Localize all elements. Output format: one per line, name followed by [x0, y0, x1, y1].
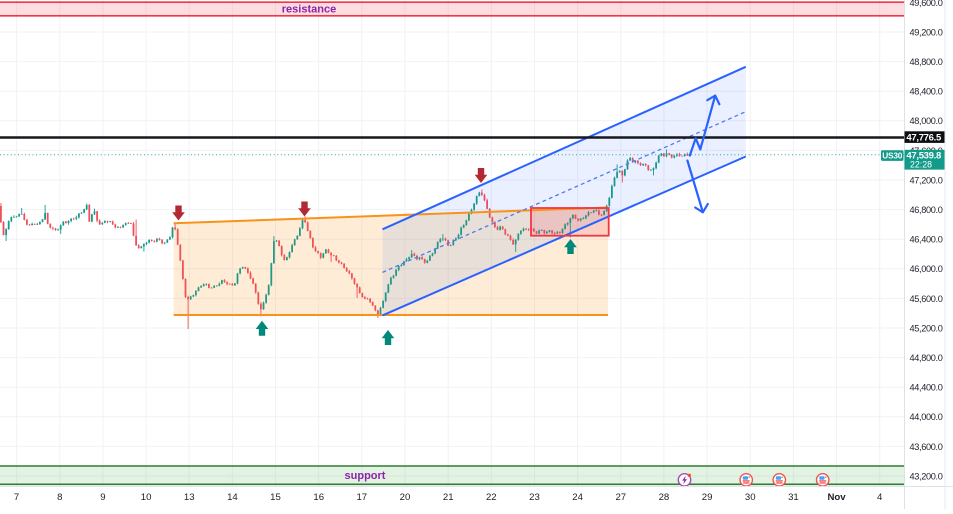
svg-text:Nov: Nov: [827, 492, 846, 503]
svg-text:43,200.0: 43,200.0: [910, 471, 943, 481]
svg-text:27: 27: [615, 492, 626, 503]
svg-text:45,200.0: 45,200.0: [910, 323, 943, 333]
svg-text:31: 31: [788, 492, 799, 503]
svg-text:44,000.0: 44,000.0: [910, 412, 943, 422]
svg-text:29: 29: [702, 492, 713, 503]
svg-text:14: 14: [227, 492, 238, 503]
svg-text:28: 28: [659, 492, 670, 503]
svg-text:48,400.0: 48,400.0: [910, 87, 943, 97]
svg-text:US30: US30: [882, 150, 903, 160]
svg-text:44,400.0: 44,400.0: [910, 383, 943, 393]
svg-text:9: 9: [100, 492, 105, 503]
svg-text:4: 4: [877, 492, 883, 503]
svg-text:30: 30: [745, 492, 756, 503]
svg-text:22: 22: [486, 492, 497, 503]
svg-text:15: 15: [270, 492, 281, 503]
svg-text:21: 21: [443, 492, 454, 503]
svg-text:45,600.0: 45,600.0: [910, 294, 943, 304]
svg-text:48,800.0: 48,800.0: [910, 57, 943, 67]
svg-text:47,200.0: 47,200.0: [910, 175, 943, 185]
svg-text:47,539.8: 47,539.8: [906, 151, 941, 162]
svg-text:49,200.0: 49,200.0: [910, 27, 943, 37]
svg-text:47,776.5: 47,776.5: [906, 132, 942, 143]
svg-text:24: 24: [572, 492, 583, 503]
svg-text:46,400.0: 46,400.0: [910, 235, 943, 245]
svg-text:23: 23: [529, 492, 540, 503]
svg-text:22:28: 22:28: [910, 160, 932, 170]
svg-text:support: support: [345, 470, 386, 482]
svg-text:17: 17: [356, 492, 367, 503]
svg-text:49,600.0: 49,600.0: [910, 0, 943, 8]
svg-text:43,600.0: 43,600.0: [910, 442, 943, 452]
svg-text:48,000.0: 48,000.0: [910, 116, 943, 126]
svg-text:10: 10: [141, 492, 152, 503]
svg-text:44,800.0: 44,800.0: [910, 353, 943, 363]
svg-text:46,000.0: 46,000.0: [910, 264, 943, 274]
svg-text:13: 13: [184, 492, 195, 503]
svg-text:20: 20: [400, 492, 411, 503]
svg-text:16: 16: [313, 492, 324, 503]
svg-text:resistance: resistance: [282, 4, 336, 16]
svg-text:46,800.0: 46,800.0: [910, 205, 943, 215]
svg-text:8: 8: [57, 492, 62, 503]
svg-text:7: 7: [14, 492, 19, 503]
